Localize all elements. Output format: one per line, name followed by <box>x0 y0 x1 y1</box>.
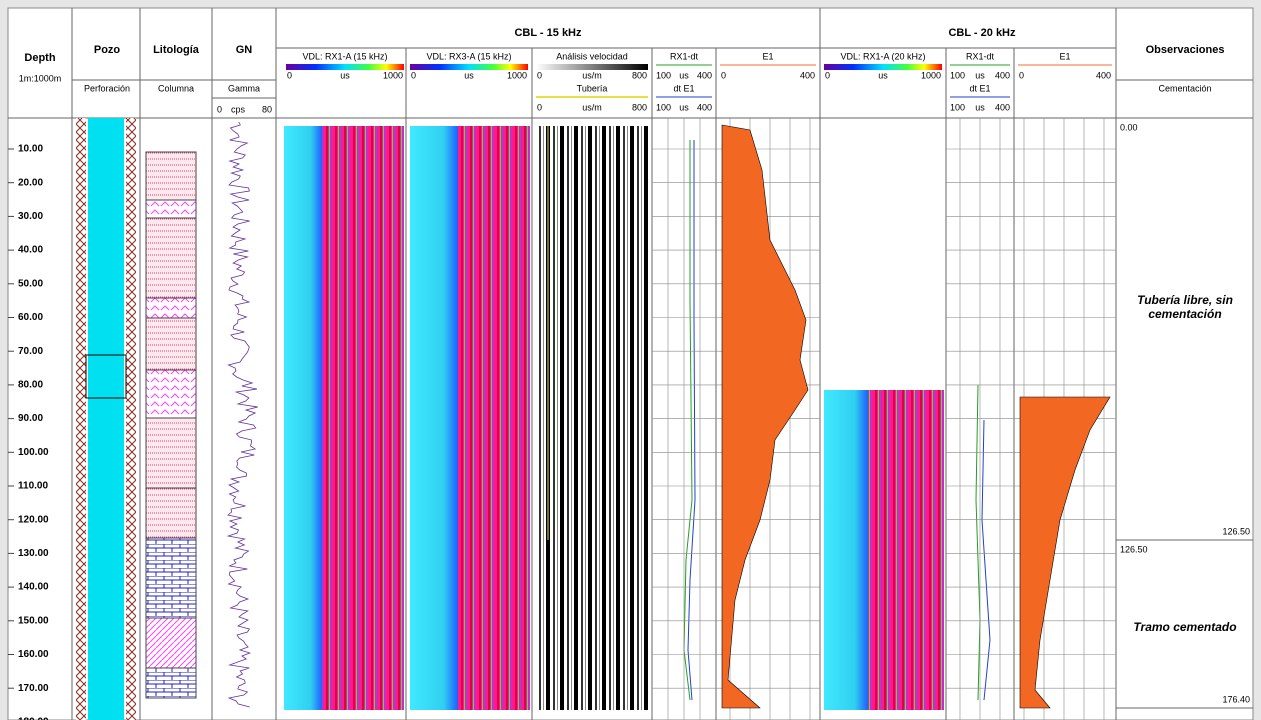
depth-label: 180.00 <box>18 717 49 720</box>
header-text: 400 <box>697 102 712 112</box>
observation-text: Tubería libre, sin cementación <box>1137 293 1233 321</box>
depth-label: 110.00 <box>18 481 48 492</box>
track-title: Litología <box>153 44 200 56</box>
observation-box: Tubería libre, sin cementación <box>1137 293 1233 321</box>
header-text: 0 <box>411 70 416 80</box>
header-text: 100 <box>950 70 965 80</box>
header-text: RX1-dt <box>966 51 995 61</box>
depth-label: 130.00 <box>18 548 49 559</box>
header-text: RX1-dt <box>670 51 699 61</box>
header-text: Gamma <box>228 83 260 93</box>
header-text: VDL: RX3-A (15 kHz) <box>426 51 511 61</box>
header-text: us <box>975 102 985 112</box>
header-text: 800 <box>632 102 647 112</box>
header-text: us <box>464 70 474 80</box>
interval-bottom: 176.40 <box>1222 694 1250 704</box>
header-text: 1000 <box>921 70 941 80</box>
header-text: 0 <box>1019 70 1024 80</box>
header-text: 0 <box>825 70 830 80</box>
header-text: Tubería <box>577 83 608 93</box>
track-title: GN <box>236 44 253 56</box>
header-text: E1 <box>762 51 773 61</box>
header-text: 100 <box>656 102 671 112</box>
header-text: 400 <box>1096 70 1111 80</box>
header-text: us <box>340 70 350 80</box>
header-text: 100 <box>656 70 671 80</box>
depth-label: 30.00 <box>18 211 43 222</box>
track-title: CBL - 15 kHz <box>514 27 582 39</box>
depth-label: 140.00 <box>18 582 49 593</box>
header-text: E1 <box>1059 51 1070 61</box>
track-borders <box>8 8 1253 720</box>
header-text: 0 <box>287 70 292 80</box>
interval-bottom: 126.50 <box>1222 526 1250 536</box>
header-text: Cementación <box>1158 83 1211 93</box>
header-text: 400 <box>697 70 712 80</box>
header-text: 0 <box>721 70 726 80</box>
observation-text: Tramo cementado <box>1133 620 1237 634</box>
header-text: 1000 <box>383 70 403 80</box>
header-text: 400 <box>995 102 1010 112</box>
depth-label: 50.00 <box>18 278 43 289</box>
header-text: 1000 <box>507 70 527 80</box>
depth-label: 40.00 <box>18 245 43 256</box>
depth-label: 90.00 <box>18 413 43 424</box>
header-text: 0 <box>537 102 542 112</box>
track-title: CBL - 20 kHz <box>948 27 1016 39</box>
header-text: 80 <box>262 104 272 114</box>
header-text: 1m:1000m <box>19 73 62 83</box>
header-text: 400 <box>800 70 815 80</box>
header-text: Perforación <box>84 83 130 93</box>
depth-label: 160.00 <box>18 649 49 660</box>
depth-label: 100.00 <box>18 447 49 458</box>
header-text: us <box>679 102 689 112</box>
depth-label: 150.00 <box>18 615 49 626</box>
header-text: 400 <box>995 70 1010 80</box>
header-text: 0 <box>537 70 542 80</box>
header-text: Análisis velocidad <box>556 51 628 61</box>
scale-bars <box>286 64 1112 98</box>
observation-box: Tramo cementado <box>1133 620 1237 634</box>
depth-label: 20.00 <box>18 177 43 188</box>
header-text: us/m <box>582 70 602 80</box>
track-title: Observaciones <box>1146 44 1225 56</box>
track-title: Pozo <box>94 44 121 56</box>
header-text: Columna <box>158 83 194 93</box>
log-images <box>76 118 1116 720</box>
header-text: dt E1 <box>673 83 694 93</box>
header-text: us <box>878 70 888 80</box>
header-text: dt E1 <box>969 83 990 93</box>
header-text: VDL: RX1-A (20 kHz) <box>840 51 925 61</box>
interval-top: 126.50 <box>1120 544 1148 554</box>
depth-label: 60.00 <box>18 312 43 323</box>
track-title: Depth <box>24 52 55 64</box>
header-text: VDL: RX1-A (15 kHz) <box>302 51 387 61</box>
header-text: 100 <box>950 102 965 112</box>
depth-label: 120.00 <box>18 514 49 525</box>
depth-label: 70.00 <box>18 346 43 357</box>
depth-label: 80.00 <box>18 380 43 391</box>
interval-top: 0.00 <box>1120 122 1138 132</box>
header-text: us <box>975 70 985 80</box>
header-text: us/m <box>582 102 602 112</box>
header-text: us <box>679 70 689 80</box>
depth-label: 170.00 <box>18 683 49 694</box>
header-text: 800 <box>632 70 647 80</box>
depth-label: 10.00 <box>18 144 43 155</box>
header-text: 0 <box>217 104 222 114</box>
header-text: cps <box>231 104 246 114</box>
